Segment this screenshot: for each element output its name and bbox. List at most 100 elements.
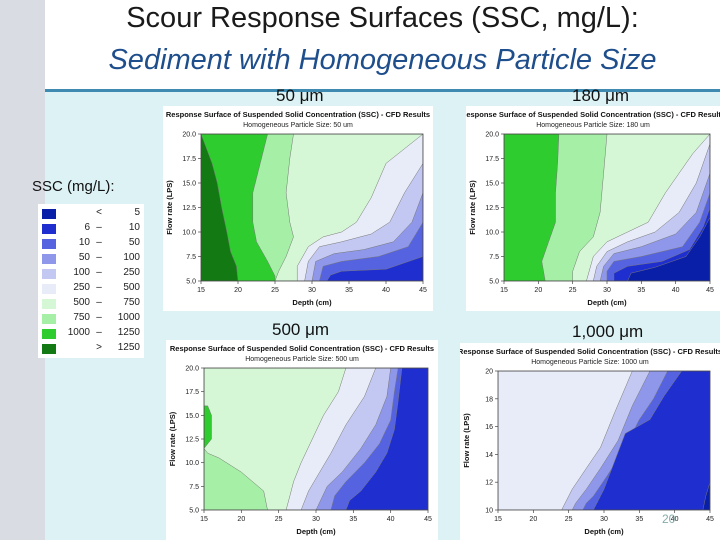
legend-row: 10– 50 — [38, 237, 144, 251]
contour-band — [204, 405, 212, 449]
x-axis-label: Depth (cm) — [296, 527, 336, 536]
page-number: 20 — [662, 512, 676, 526]
y-tick-label: 10.0 — [485, 230, 499, 237]
legend-swatch — [42, 269, 56, 279]
y-tick-label: 7.5 — [189, 484, 199, 491]
y-tick-label: 20.0 — [185, 366, 199, 373]
y-tick-label: 5.0 — [189, 508, 199, 515]
y-tick-label: 10 — [485, 508, 493, 515]
header-rule — [45, 89, 720, 92]
legend-op: – — [96, 252, 102, 263]
legend-op: – — [96, 222, 102, 233]
contour-chart: Response Surface of Suspended Solid Conc… — [460, 347, 720, 536]
y-tick-label: 15.0 — [185, 413, 199, 420]
slide-subtitle: Sediment with Homogeneous Particle Size — [108, 44, 657, 76]
contour-band — [326, 256, 423, 281]
chart-title: Response Surface of Suspended Solid Conc… — [166, 110, 430, 119]
contour-group — [498, 371, 710, 510]
legend-hi: 5 — [134, 207, 140, 218]
contour-group — [204, 368, 428, 510]
x-tick-label: 40 — [382, 287, 390, 294]
legend-op: > — [96, 342, 102, 353]
legend-lo: 500 — [73, 297, 90, 308]
legend-lo: 50 — [78, 252, 90, 263]
legend-title: SSC (mg/L): — [32, 178, 115, 195]
x-axis-label: Depth (cm) — [584, 527, 624, 536]
y-tick-label: 14 — [485, 452, 493, 459]
legend-row: >1250 — [38, 342, 144, 356]
chart-subtitle: Homogeneous Particle Size: 180 um — [536, 122, 650, 129]
legend-hi: 1250 — [117, 327, 140, 338]
y-tick-label: 15.0 — [485, 181, 499, 188]
legend-op: – — [96, 282, 102, 293]
y-tick-label: 20 — [485, 369, 493, 376]
legend-hi: 10 — [128, 222, 140, 233]
size-label-180: 180 μm — [572, 86, 630, 105]
legend-hi: 750 — [123, 297, 140, 308]
contour-band — [627, 217, 710, 281]
legend-hi: 1250 — [117, 342, 140, 353]
legend-row: 6– 10 — [38, 222, 144, 236]
x-tick-label: 45 — [419, 287, 427, 294]
legend-lo: 250 — [73, 282, 90, 293]
legend-lo: 6 — [84, 222, 90, 233]
size-label-1000: 1,000 μm — [572, 322, 644, 341]
legend-row: 500– 750 — [38, 297, 144, 311]
legend-swatch — [42, 209, 56, 219]
x-tick-label: 20 — [234, 287, 242, 294]
x-tick-label: 30 — [308, 287, 316, 294]
y-axis-label: Flow rate (LPS) — [168, 411, 177, 466]
legend-lo: 1000 — [67, 327, 90, 338]
legend-swatch — [42, 344, 56, 354]
legend-hi: 500 — [123, 282, 140, 293]
contour-band — [593, 371, 710, 510]
legend-hi: 100 — [123, 252, 140, 263]
legend-lo: 10 — [78, 237, 90, 248]
legend-swatch — [42, 314, 56, 324]
legend-row: <5 — [38, 207, 144, 221]
chart-subtitle: Homogeneous Particle Size: 50 um — [243, 122, 353, 129]
chart-title: Response Surface of Suspended Solid Conc… — [170, 344, 434, 353]
legend-swatch — [42, 254, 56, 264]
legend-swatch — [42, 284, 56, 294]
legend-row: 1000– 1250 — [38, 327, 144, 341]
chart-panel-500um: Response Surface of Suspended Solid Conc… — [166, 340, 438, 540]
legend-hi: 250 — [123, 267, 140, 278]
contour-band — [504, 134, 560, 281]
legend-swatch — [42, 329, 56, 339]
contour-band — [702, 482, 710, 510]
y-tick-label: 7.5 — [186, 254, 196, 261]
chart-subtitle: Homogeneous Particle Size: 1000 um — [531, 359, 649, 366]
y-tick-label: 12.5 — [182, 205, 196, 212]
x-tick-label: 40 — [387, 516, 395, 523]
x-tick-label: 45 — [424, 516, 432, 523]
contour-group — [504, 134, 710, 281]
contour-band — [204, 448, 268, 510]
x-tick-label: 20 — [529, 516, 537, 523]
legend-op: – — [96, 297, 102, 308]
legend-hi: 1000 — [117, 312, 140, 323]
contour-chart: Response Surface of Suspended Solid Conc… — [165, 110, 430, 307]
y-tick-label: 10.0 — [185, 460, 199, 467]
x-tick-label: 45 — [706, 287, 714, 294]
x-tick-label: 15 — [200, 516, 208, 523]
x-tick-label: 35 — [635, 516, 643, 523]
x-tick-label: 15 — [494, 516, 502, 523]
y-tick-label: 17.5 — [485, 156, 499, 163]
y-tick-label: 5.0 — [186, 279, 196, 286]
x-tick-label: 25 — [569, 287, 577, 294]
y-tick-label: 20.0 — [485, 132, 499, 139]
legend-lo: 100 — [73, 267, 90, 278]
x-tick-label: 25 — [565, 516, 573, 523]
title-band — [45, 0, 720, 92]
y-tick-label: 18 — [485, 396, 493, 403]
x-tick-label: 20 — [237, 516, 245, 523]
x-tick-label: 15 — [197, 287, 205, 294]
slide-title: Scour Response Surfaces (SSC, mg/L): — [126, 2, 639, 34]
chart-panel-180um: Response Surface of Suspended Solid Conc… — [466, 106, 720, 311]
y-tick-label: 15.0 — [182, 181, 196, 188]
y-tick-label: 20.0 — [182, 132, 196, 139]
legend-hi: 50 — [128, 237, 140, 248]
y-tick-label: 12 — [485, 480, 493, 487]
x-tick-label: 25 — [271, 287, 279, 294]
